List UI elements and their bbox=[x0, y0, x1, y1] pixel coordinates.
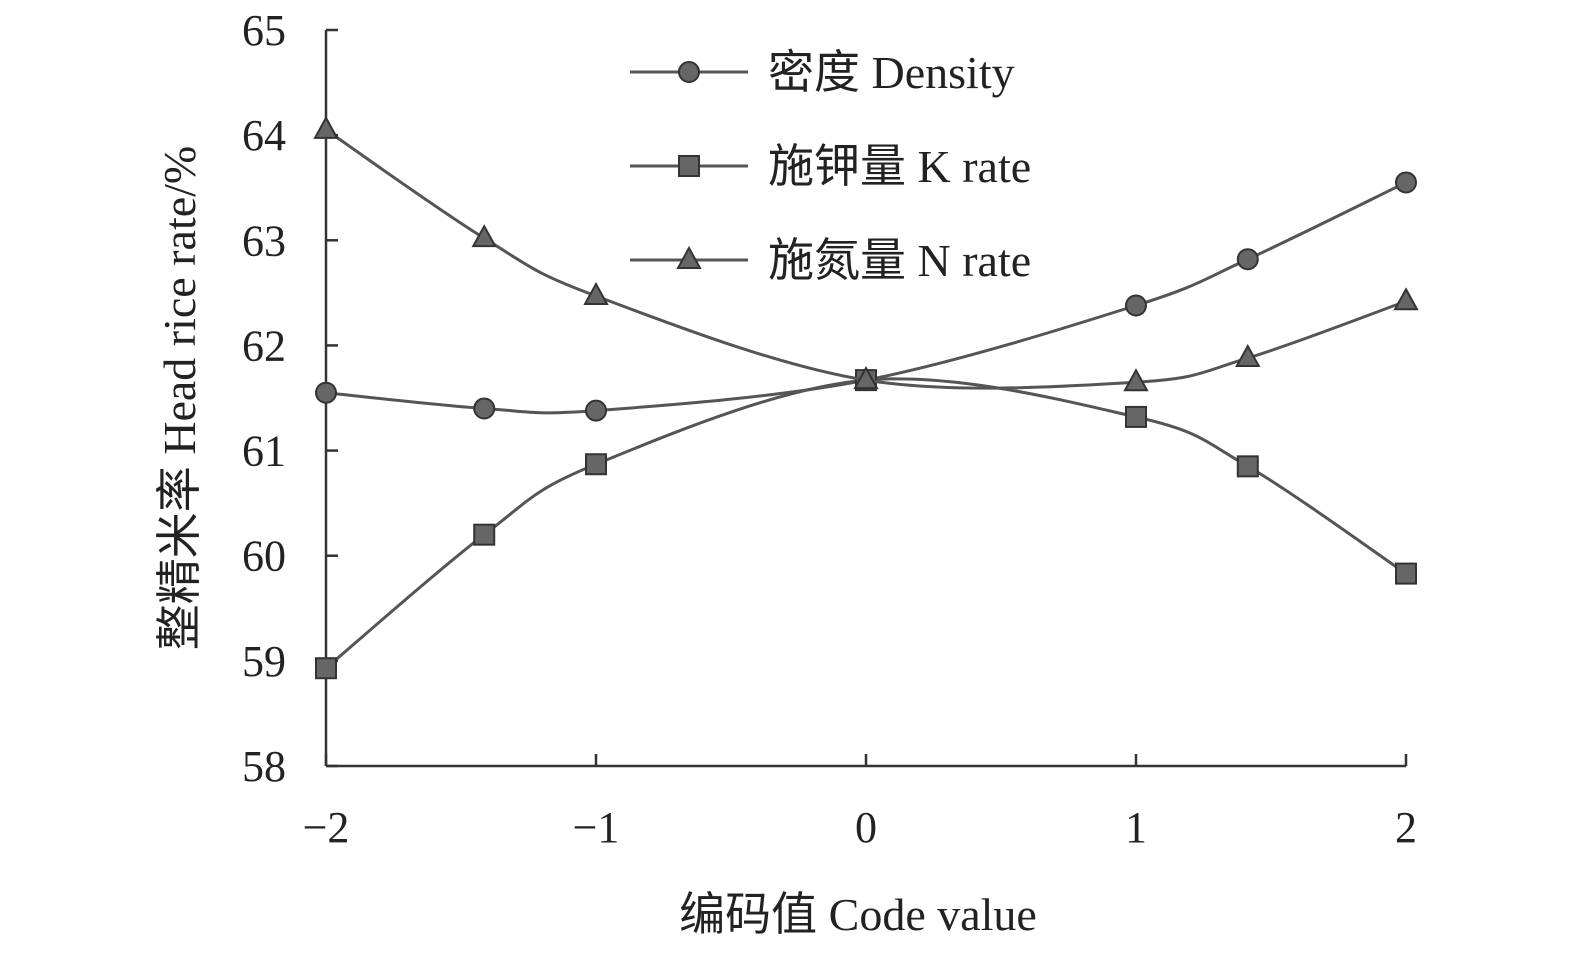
y-axis-title: 整精米率 Head rice rate/% bbox=[154, 146, 205, 651]
data-point-circle bbox=[1236, 248, 1259, 271]
y-tick-label: 60 bbox=[242, 532, 286, 581]
data-point-triangle bbox=[1393, 287, 1419, 311]
data-point-square bbox=[1395, 562, 1417, 585]
y-tick-label: 62 bbox=[242, 321, 286, 370]
x-tick-label: 2 bbox=[1395, 803, 1417, 852]
y-tick-label: 65 bbox=[242, 6, 286, 55]
legend-item: 施氮量 N rate bbox=[630, 235, 1031, 286]
y-tick-label: 64 bbox=[242, 111, 286, 160]
axes: 58 59 60 61 62 63 64 65 −2 −1 0 1 2 bbox=[242, 6, 1417, 852]
legend-marker-circle bbox=[678, 61, 700, 83]
x-tick-label: 0 bbox=[855, 803, 877, 852]
data-point-triangle bbox=[1123, 368, 1149, 392]
data-point-square bbox=[1125, 405, 1147, 428]
x-axis-title: 编码值 Code value bbox=[679, 889, 1037, 940]
data-point-square bbox=[585, 453, 607, 476]
y-tick-label: 61 bbox=[242, 427, 286, 476]
series-line bbox=[325, 377, 1407, 670]
data-point-circle bbox=[1395, 171, 1417, 194]
data-point-triangle bbox=[471, 224, 497, 248]
y-tick-label: 58 bbox=[242, 742, 286, 791]
data-point-triangle bbox=[853, 366, 879, 390]
x-tick-label: −1 bbox=[573, 803, 620, 852]
legend-marker-square bbox=[678, 155, 700, 177]
x-tick-label: −2 bbox=[303, 803, 350, 852]
legend-marker-triangle bbox=[676, 245, 702, 269]
y-tick-label: 63 bbox=[242, 216, 286, 265]
data-point-square bbox=[1236, 455, 1259, 478]
legend-label: 施氮量 N rate bbox=[768, 235, 1031, 286]
data-point-triangle bbox=[583, 281, 609, 306]
legend-label: 施钾量 K rate bbox=[768, 141, 1031, 192]
data-point-circle bbox=[473, 397, 496, 420]
legend-item: 密度 Density bbox=[630, 47, 1015, 98]
series-triangle bbox=[313, 115, 1419, 392]
data-point-triangle bbox=[1235, 343, 1261, 368]
data-point-square bbox=[315, 657, 337, 680]
legend-item: 施钾量 K rate bbox=[630, 141, 1031, 192]
legend-label: 密度 Density bbox=[768, 47, 1015, 98]
data-point-circle bbox=[585, 399, 607, 422]
data-point-circle bbox=[1125, 294, 1147, 317]
x-tick-label: 1 bbox=[1125, 803, 1147, 852]
data-point-circle bbox=[315, 381, 337, 404]
data-point-square bbox=[473, 523, 496, 546]
legend: 密度 Density 施钾量 K rate 施氮量 N rate bbox=[630, 47, 1031, 286]
series-layer bbox=[313, 115, 1419, 680]
y-tick-label: 59 bbox=[242, 637, 286, 686]
data-point-triangle bbox=[313, 115, 339, 139]
